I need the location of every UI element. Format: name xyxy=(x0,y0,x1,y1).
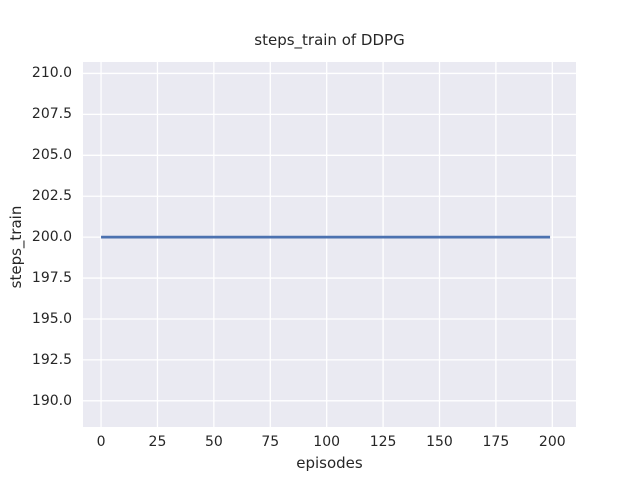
y-tick-label: 207.5 xyxy=(31,106,72,123)
x-tick-label: 100 xyxy=(313,434,341,450)
x-tick-label: 50 xyxy=(204,434,223,450)
x-tick-label: 75 xyxy=(261,434,280,450)
y-tick-label: 205.0 xyxy=(31,147,72,164)
x-tick-label: 25 xyxy=(148,434,167,450)
y-tick-label: 195.0 xyxy=(31,310,72,327)
plot-area xyxy=(83,62,576,427)
x-tick-label: 125 xyxy=(369,434,397,450)
x-tick-label: 175 xyxy=(482,434,510,450)
x-tick-label: 0 xyxy=(96,434,106,450)
y-tick-label: 210.0 xyxy=(31,65,72,82)
x-tick-label: 150 xyxy=(426,434,453,450)
y-tick-label: 202.5 xyxy=(31,188,72,205)
x-tick-label: 200 xyxy=(538,434,566,450)
y-tick-label: 190.0 xyxy=(31,392,72,409)
y-tick-label: 192.5 xyxy=(31,351,72,368)
y-tick-label: 200.0 xyxy=(31,229,72,246)
plot-background xyxy=(83,62,576,427)
x-axis-label: episodes xyxy=(296,454,363,472)
chart-title: steps_train of DDPG xyxy=(254,31,405,49)
y-tick-label: 197.5 xyxy=(31,270,72,287)
